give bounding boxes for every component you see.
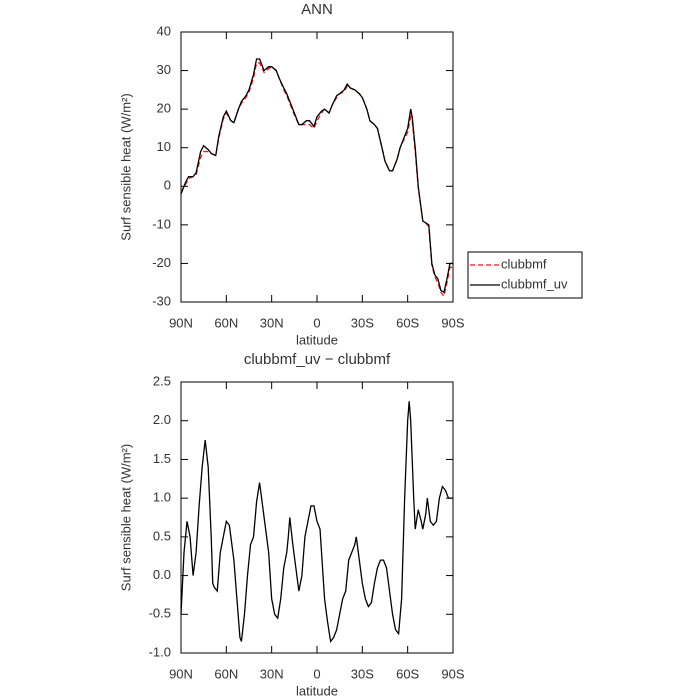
x-tick-label: 90S bbox=[441, 315, 464, 330]
x-tick-label: 0 bbox=[313, 666, 320, 681]
y-tick-label: -20 bbox=[152, 255, 171, 270]
chart-title: clubbmf_uv − clubbmf bbox=[244, 351, 391, 368]
y-tick-label: 10 bbox=[157, 139, 171, 154]
chart-title: ANN bbox=[301, 1, 333, 18]
y-tick-label: 0.5 bbox=[153, 528, 171, 543]
line-series bbox=[180, 58, 453, 294]
y-tick-label: -1.0 bbox=[149, 644, 171, 659]
plot-frame bbox=[180, 31, 454, 303]
y-tick-label: 1.5 bbox=[153, 451, 171, 466]
y-tick-label: 30 bbox=[157, 62, 171, 77]
y-tick-label: 20 bbox=[157, 101, 171, 116]
x-axis-label: latitude bbox=[296, 332, 338, 347]
line-series bbox=[180, 62, 453, 298]
x-tick-label: 30N bbox=[260, 315, 284, 330]
y-tick-label: 40 bbox=[157, 23, 171, 38]
line-series bbox=[180, 401, 453, 643]
plot-frame bbox=[180, 381, 454, 654]
x-tick-label: 90S bbox=[441, 666, 464, 681]
x-tick-label: 30S bbox=[351, 315, 374, 330]
y-tick-label: 2.5 bbox=[153, 373, 171, 388]
x-tick-label: 60N bbox=[214, 315, 238, 330]
y-tick-label: -10 bbox=[152, 216, 171, 231]
x-tick-label: 60S bbox=[396, 315, 419, 330]
legend-box bbox=[467, 251, 583, 299]
y-tick-label: -0.5 bbox=[149, 606, 171, 621]
x-tick-label: 60N bbox=[214, 666, 238, 681]
x-tick-label: 30N bbox=[260, 666, 284, 681]
x-axis-label: latitude bbox=[296, 683, 338, 698]
x-tick-label: 90N bbox=[169, 666, 193, 681]
y-axis-label: Surf sensible heat (W/m²) bbox=[118, 444, 133, 591]
y-tick-label: 2.0 bbox=[153, 412, 171, 427]
y-tick-label: 0.0 bbox=[153, 567, 171, 582]
y-tick-label: 0 bbox=[164, 178, 171, 193]
x-tick-label: 0 bbox=[313, 315, 320, 330]
x-tick-label: 60S bbox=[396, 666, 419, 681]
x-tick-label: 90N bbox=[169, 315, 193, 330]
y-tick-label: -30 bbox=[152, 293, 171, 308]
y-axis-label: Surf sensible heat (W/m²) bbox=[118, 93, 133, 240]
x-tick-label: 30S bbox=[351, 666, 374, 681]
legend-label: clubbmf_uv bbox=[501, 276, 568, 291]
legend-label: clubbmf bbox=[501, 256, 547, 271]
y-tick-label: 1.0 bbox=[153, 490, 171, 505]
